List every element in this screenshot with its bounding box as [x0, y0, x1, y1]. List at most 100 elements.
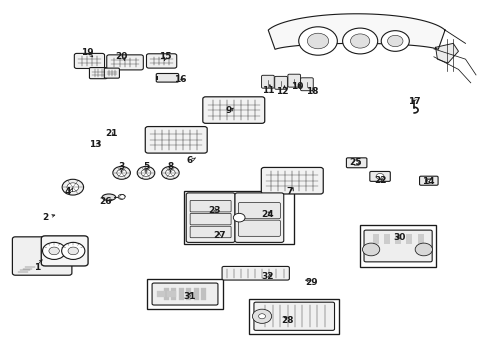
FancyBboxPatch shape [363, 230, 431, 262]
Bar [201, 288, 205, 300]
FancyBboxPatch shape [145, 127, 207, 153]
FancyBboxPatch shape [146, 54, 176, 68]
FancyBboxPatch shape [12, 237, 72, 275]
FancyBboxPatch shape [186, 193, 235, 242]
Circle shape [113, 166, 130, 179]
FancyBboxPatch shape [203, 97, 264, 123]
Bar [394, 234, 400, 244]
Text: 17: 17 [407, 97, 420, 106]
Text: 25: 25 [349, 158, 361, 167]
Bar [372, 234, 378, 244]
Circle shape [307, 33, 328, 49]
Circle shape [352, 160, 360, 166]
Bar [193, 288, 198, 300]
Text: 1: 1 [34, 264, 41, 273]
FancyBboxPatch shape [274, 76, 287, 89]
Ellipse shape [102, 194, 116, 201]
Circle shape [258, 314, 265, 319]
Bar [360, 225, 435, 267]
Circle shape [342, 28, 377, 54]
FancyBboxPatch shape [287, 74, 300, 87]
Circle shape [62, 179, 83, 195]
Text: 11: 11 [261, 86, 274, 95]
Text: 4: 4 [65, 187, 71, 196]
Bar [163, 288, 168, 300]
Circle shape [141, 169, 150, 176]
FancyBboxPatch shape [190, 213, 231, 225]
Bar [147, 279, 223, 309]
Text: 18: 18 [305, 86, 317, 95]
Text: 26: 26 [99, 197, 112, 206]
Bar [183, 191, 293, 244]
FancyBboxPatch shape [235, 193, 283, 242]
Circle shape [414, 243, 431, 256]
FancyBboxPatch shape [346, 158, 366, 168]
FancyBboxPatch shape [74, 53, 104, 68]
Circle shape [350, 34, 369, 48]
Text: 32: 32 [261, 271, 274, 280]
Bar [167, 291, 176, 297]
FancyBboxPatch shape [104, 68, 119, 78]
Text: 8: 8 [167, 162, 173, 171]
Text: 31: 31 [183, 292, 196, 301]
FancyBboxPatch shape [261, 167, 323, 194]
FancyBboxPatch shape [89, 68, 107, 79]
FancyBboxPatch shape [41, 236, 88, 266]
Bar [383, 234, 389, 244]
FancyBboxPatch shape [369, 171, 389, 181]
Text: 5: 5 [142, 162, 149, 171]
FancyBboxPatch shape [238, 203, 280, 219]
FancyBboxPatch shape [106, 55, 143, 70]
Text: 21: 21 [105, 129, 118, 138]
Circle shape [61, 242, 85, 260]
Bar [179, 288, 183, 300]
Text: 22: 22 [373, 176, 386, 185]
FancyBboxPatch shape [300, 78, 313, 91]
Bar [406, 234, 411, 244]
Circle shape [49, 247, 59, 255]
Text: 3: 3 [118, 162, 124, 171]
Circle shape [165, 169, 175, 176]
Text: 9: 9 [225, 105, 232, 114]
FancyBboxPatch shape [190, 226, 231, 238]
Text: 16: 16 [174, 75, 186, 84]
Circle shape [117, 169, 126, 176]
Text: 12: 12 [276, 86, 288, 95]
Text: 20: 20 [115, 52, 127, 61]
Circle shape [42, 242, 65, 260]
Circle shape [298, 27, 337, 55]
Bar [156, 291, 165, 297]
Text: 14: 14 [422, 177, 434, 186]
Text: 13: 13 [89, 140, 102, 149]
Bar [248, 299, 339, 334]
Circle shape [425, 178, 431, 183]
Circle shape [161, 166, 179, 179]
Circle shape [67, 183, 79, 192]
Polygon shape [435, 43, 458, 63]
Bar [156, 76, 158, 80]
Circle shape [362, 243, 379, 256]
Text: 6: 6 [186, 156, 193, 165]
Circle shape [118, 194, 125, 199]
Circle shape [252, 309, 271, 323]
FancyBboxPatch shape [222, 266, 289, 280]
Text: 30: 30 [392, 233, 405, 242]
Circle shape [387, 35, 402, 47]
Text: 28: 28 [281, 316, 293, 325]
Bar [171, 288, 176, 300]
Text: 10: 10 [290, 82, 303, 91]
Circle shape [137, 166, 155, 179]
Circle shape [375, 174, 383, 179]
Circle shape [233, 213, 244, 222]
Text: 29: 29 [305, 278, 318, 287]
FancyBboxPatch shape [238, 220, 280, 236]
Bar [417, 234, 423, 244]
FancyBboxPatch shape [190, 201, 231, 212]
FancyBboxPatch shape [156, 73, 178, 82]
Text: 27: 27 [212, 231, 225, 240]
Circle shape [68, 247, 78, 255]
FancyBboxPatch shape [253, 302, 334, 330]
Circle shape [381, 31, 408, 51]
Text: 23: 23 [207, 206, 220, 215]
Bar [186, 288, 191, 300]
